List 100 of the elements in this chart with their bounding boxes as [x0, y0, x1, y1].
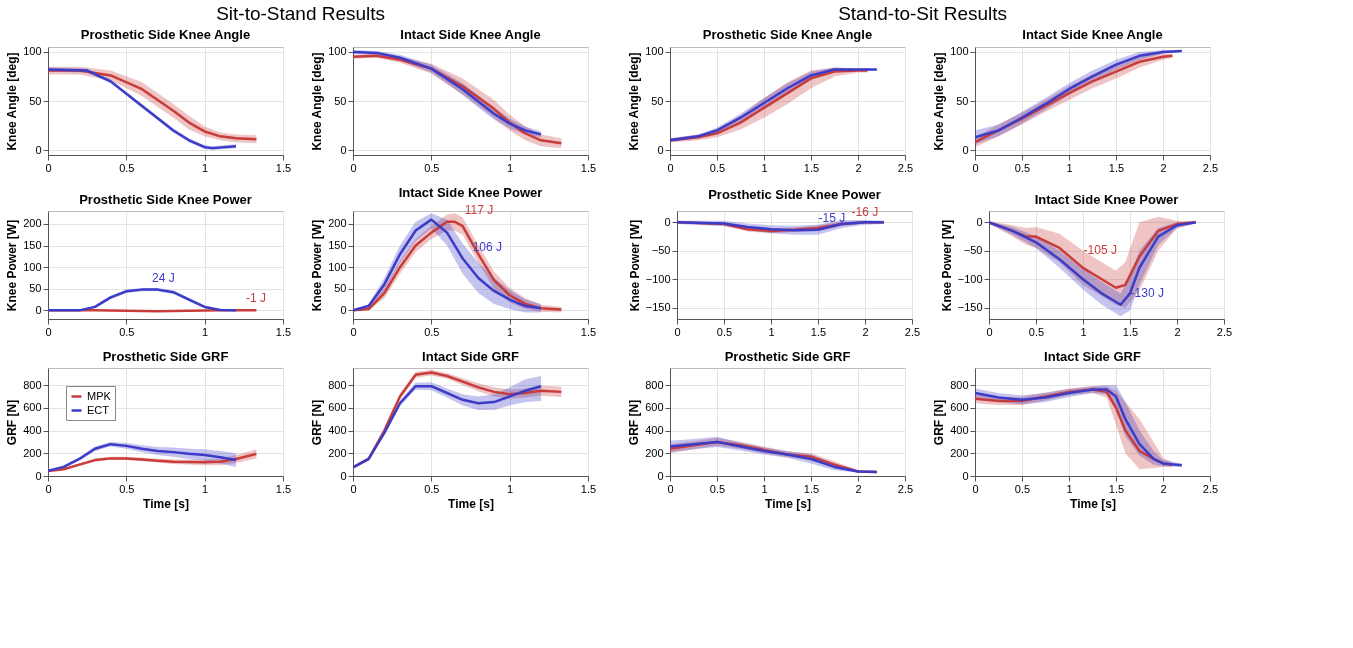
- y-tick-label: 600: [950, 401, 969, 414]
- y-tick-label: 100: [23, 45, 42, 58]
- x-tick-label: 1: [507, 161, 514, 174]
- y-tick-label: 0: [35, 469, 42, 482]
- x-tick-label: 0.5: [1014, 161, 1031, 174]
- y-tick-label: −100: [645, 272, 671, 285]
- x-tick-label: 0: [674, 325, 681, 338]
- y-tick-label: 50: [334, 94, 347, 107]
- x-tick-label: 0: [350, 325, 357, 338]
- y-tick-label: 200: [23, 217, 42, 230]
- y-tick-label: 600: [645, 401, 664, 414]
- y-tick-label: 0: [657, 143, 664, 156]
- y-tick-label: 100: [328, 260, 347, 273]
- y-axis-title: GRF [N]: [932, 399, 947, 446]
- y-tick-label: 200: [950, 446, 969, 459]
- y-tick-label: 800: [645, 378, 664, 391]
- y-tick-label: 200: [328, 217, 347, 230]
- y-tick-label: 50: [29, 282, 42, 295]
- x-tick-label: 1: [202, 325, 209, 338]
- y-tick-label: 200: [645, 446, 664, 459]
- chart-title: Intact Side Knee Power: [1034, 192, 1179, 207]
- x-tick-label: 2.5: [1202, 161, 1219, 174]
- y-tick-label: 400: [645, 424, 664, 437]
- y-tick-label: 400: [328, 424, 347, 437]
- x-tick-label: 0: [350, 161, 357, 174]
- x-tick-label: 1: [202, 161, 209, 174]
- chart-title: Prosthetic Side GRF: [102, 349, 229, 364]
- chart-title: Intact Side GRF: [1044, 349, 1141, 364]
- x-tick-label: 0.5: [424, 482, 440, 495]
- x-tick-label: 0.5: [716, 325, 733, 338]
- y-tick-label: 0: [976, 215, 983, 228]
- x-tick-label: 0.5: [424, 325, 440, 338]
- x-tick-label: 1.5: [810, 325, 827, 338]
- x-tick-label: 1.5: [1122, 325, 1139, 338]
- chart-title: Prosthetic Side Knee Angle: [702, 26, 873, 42]
- chart-title: Intact Side Knee Angle: [1022, 26, 1163, 42]
- y-tick-label: 0: [35, 303, 42, 316]
- y-tick-label: 0: [340, 143, 347, 156]
- x-tick-label: 0.5: [119, 325, 135, 338]
- chart-title: Prosthetic Side Knee Power: [708, 187, 881, 203]
- x-tick-label: 0: [986, 325, 993, 338]
- y-tick-label: 0: [962, 143, 969, 156]
- x-tick-label: 2: [1160, 482, 1167, 495]
- annotation: 117 J: [464, 202, 494, 217]
- x-tick-label: 1.5: [580, 161, 597, 174]
- y-axis-title: Knee Angle [deg]: [627, 52, 642, 151]
- y-tick-label: −50: [963, 244, 983, 257]
- x-tick-label: 0.5: [119, 161, 135, 174]
- x-tick-label: 0.5: [709, 161, 726, 174]
- x-tick-label: 2.5: [1202, 482, 1219, 495]
- y-tick-label: 200: [328, 446, 347, 459]
- x-tick-label: 1.5: [803, 161, 820, 174]
- y-tick-label: −150: [645, 301, 671, 314]
- x-tick-label: 0.5: [119, 482, 135, 495]
- x-tick-label: 1.5: [1108, 482, 1125, 495]
- y-tick-label: 50: [334, 282, 347, 295]
- x-axis-title: Time [s]: [765, 496, 811, 511]
- annotation: 24 J: [152, 270, 175, 285]
- x-tick-label: 1.5: [580, 482, 597, 495]
- x-axis-title: Time [s]: [448, 496, 494, 511]
- annotation: -1 J: [246, 291, 267, 306]
- chart-title: Intact Side GRF: [422, 349, 519, 364]
- x-tick-label: 2.5: [897, 482, 914, 495]
- x-tick-label: 0.5: [1014, 482, 1031, 495]
- x-tick-label: 1: [1080, 325, 1087, 338]
- chart-title: Intact Side Knee Angle: [400, 26, 541, 42]
- y-tick-label: 800: [23, 378, 42, 391]
- x-tick-label: 2: [1160, 161, 1167, 174]
- annotation: -15 J: [818, 211, 846, 226]
- x-tick-label: 1.5: [1108, 161, 1125, 174]
- x-tick-label: 1: [507, 482, 514, 495]
- y-tick-label: 100: [23, 260, 42, 273]
- x-tick-label: 0: [45, 482, 52, 495]
- x-tick-label: 1: [761, 482, 768, 495]
- x-tick-label: 2: [855, 482, 862, 495]
- chart-title: Prosthetic Side GRF: [724, 349, 851, 364]
- y-tick-label: 100: [328, 45, 347, 58]
- chart-title: Intact Side Knee Power: [398, 184, 543, 200]
- x-tick-label: 1: [1066, 161, 1073, 174]
- y-axis-title: Knee Power [W]: [5, 219, 20, 312]
- y-tick-label: 150: [23, 239, 42, 252]
- y-tick-label: 50: [29, 94, 42, 107]
- y-axis-title: Knee Power [W]: [310, 219, 325, 312]
- x-axis-title: Time [s]: [143, 496, 189, 511]
- x-tick-label: 0.5: [424, 161, 440, 174]
- legend-label: MPK: [87, 389, 112, 402]
- y-tick-label: 100: [950, 45, 969, 58]
- text: Sit-to-Stand Results: [216, 3, 386, 25]
- y-tick-label: 600: [328, 401, 347, 414]
- chart-title: Prosthetic Side Knee Angle: [80, 26, 251, 42]
- y-tick-label: 800: [328, 378, 347, 391]
- y-axis-title: Knee Power [W]: [939, 219, 954, 312]
- x-tick-label: 1: [761, 161, 768, 174]
- x-tick-label: 1.5: [275, 325, 292, 338]
- x-tick-label: 1: [768, 325, 775, 338]
- x-tick-label: 2: [862, 325, 869, 338]
- y-axis-title: Knee Power [W]: [627, 219, 642, 312]
- y-axis-title: GRF [N]: [627, 399, 642, 446]
- x-tick-label: 0: [45, 161, 52, 174]
- y-tick-label: 0: [340, 303, 347, 316]
